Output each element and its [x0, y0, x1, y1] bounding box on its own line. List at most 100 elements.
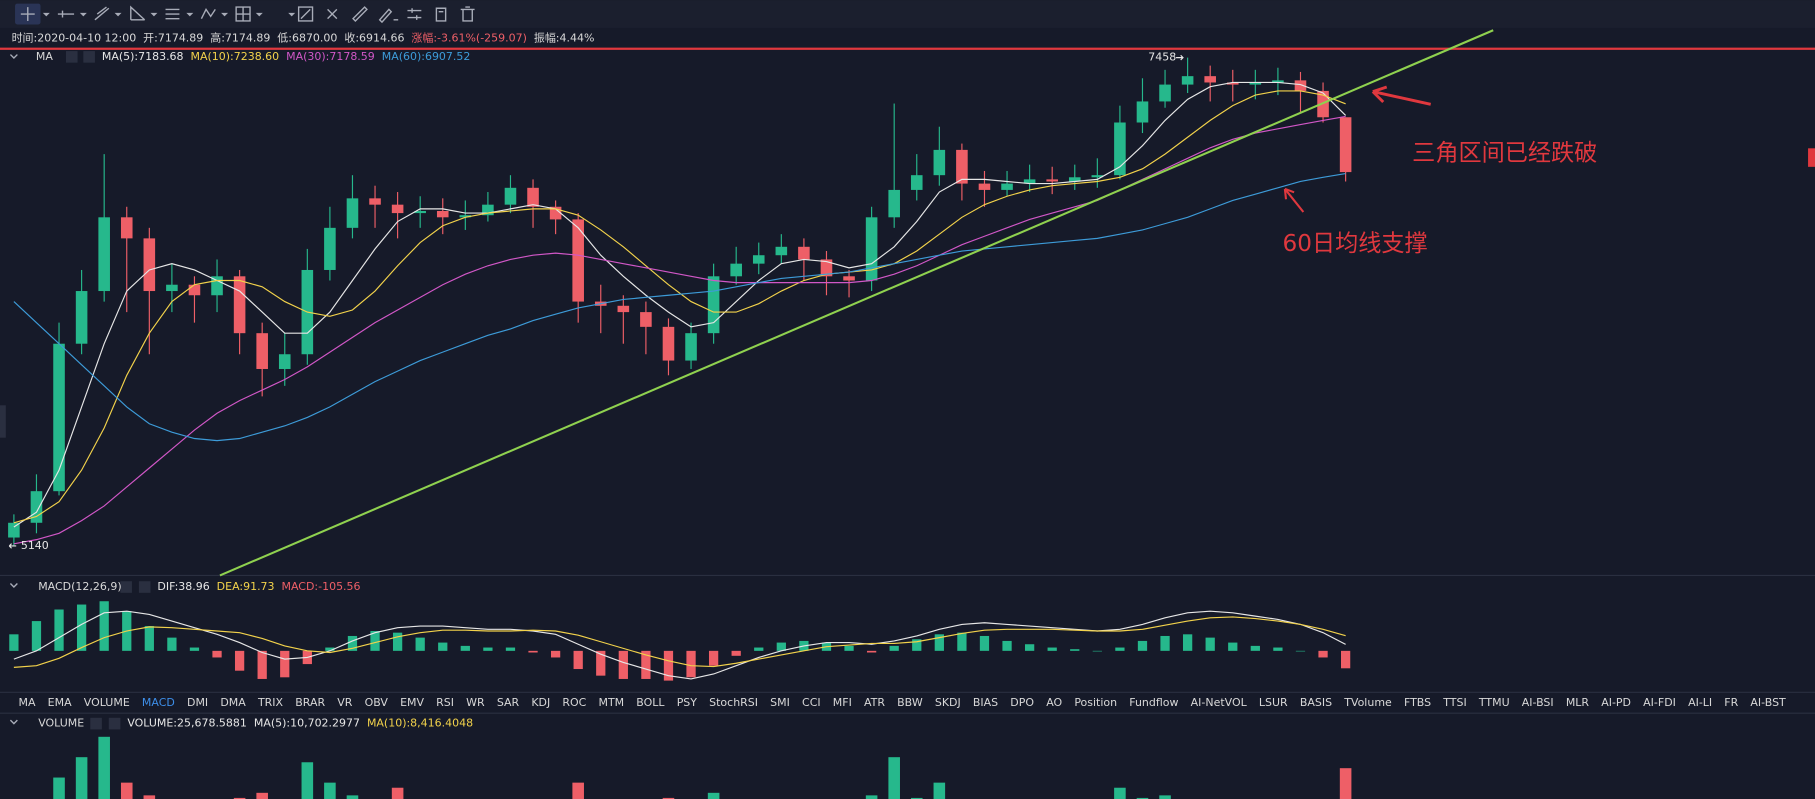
indicator-tab[interactable]: BRAR: [295, 696, 325, 709]
trend-tool-icon[interactable]: [94, 6, 110, 21]
grid-tool-icon[interactable]: [235, 6, 251, 22]
indicator-tab[interactable]: TVolume: [1343, 696, 1392, 709]
volume-bar: [391, 787, 404, 799]
measure-icon[interactable]: [297, 6, 314, 22]
indicator-tab[interactable]: AI-PD: [1601, 696, 1631, 709]
indicator-tab[interactable]: VOLUME: [84, 696, 130, 709]
macd-bar: [1160, 635, 1170, 651]
indicator-tab[interactable]: Fundflow: [1129, 696, 1178, 709]
panel-close[interactable]: [108, 717, 121, 730]
indicator-tab[interactable]: FR: [1724, 696, 1738, 709]
side-handle[interactable]: [0, 405, 6, 438]
indicator-tab[interactable]: Position: [1074, 696, 1117, 709]
indicator-tab[interactable]: MTM: [598, 696, 624, 709]
panel-title: MA: [36, 50, 53, 63]
indicator-tab[interactable]: TTSI: [1442, 696, 1466, 709]
macd-bar: [1318, 650, 1328, 658]
candle-body: [120, 217, 133, 239]
indicator-tab[interactable]: PSY: [677, 696, 698, 709]
volume-bar: [1114, 787, 1126, 799]
collapse-main[interactable]: [9, 54, 18, 60]
indicator-tab[interactable]: LSUR: [1259, 696, 1288, 709]
panel-settings[interactable]: [90, 717, 102, 730]
indicator-tab[interactable]: KDJ: [531, 696, 550, 709]
macd-bar: [505, 647, 516, 651]
info-item: 收:6914.66: [344, 30, 404, 44]
panel-settings[interactable]: [65, 51, 78, 63]
candle-body: [75, 291, 88, 344]
magnet-icon[interactable]: [327, 8, 338, 20]
line-tool-icon[interactable]: [57, 10, 75, 18]
lock-icon[interactable]: [435, 7, 447, 22]
legend-item: DEA:91.73: [217, 580, 275, 593]
ma-line: [13, 81, 1347, 528]
indicator-tab[interactable]: SMI: [770, 696, 790, 709]
indicator-tab[interactable]: AO: [1046, 696, 1062, 709]
legend-item: VOLUME:25,678.5881: [127, 717, 247, 730]
macd-bar: [979, 635, 990, 651]
indicator-tab[interactable]: EMA: [48, 696, 72, 709]
ma-line: [13, 90, 1346, 524]
indicator-tab[interactable]: AI-BSI: [1522, 696, 1554, 709]
indicator-tab[interactable]: BOLL: [636, 696, 665, 709]
legend-item: MA(5):7183.68: [102, 50, 184, 63]
panel-settings[interactable]: [120, 581, 132, 593]
indicator-tab[interactable]: WR: [466, 696, 485, 709]
indicator-tab[interactable]: MLR: [1566, 696, 1590, 709]
macd-bar: [167, 637, 177, 651]
angle-tool-icon[interactable]: [130, 5, 146, 21]
macd-bar: [776, 642, 786, 651]
macd-bar: [1092, 650, 1102, 652]
macd-bar: [708, 650, 719, 666]
collapse-volume[interactable]: [9, 719, 18, 725]
indicator-tab[interactable]: BBW: [897, 696, 923, 709]
annotation-arrow: [1283, 187, 1305, 213]
indicator-tab[interactable]: ATR: [864, 696, 885, 709]
indicator-tab[interactable]: SAR: [497, 696, 520, 709]
candle-body: [8, 522, 20, 538]
price-tag: [1808, 148, 1815, 167]
candle-body: [211, 276, 223, 296]
macd-bar: [257, 650, 267, 679]
indicator-tab[interactable]: FTBS: [1404, 696, 1431, 709]
indicator-tab[interactable]: DMA: [220, 696, 246, 709]
panel-close[interactable]: [138, 581, 151, 593]
candle-body: [414, 210, 426, 214]
indicator-tab[interactable]: MACD: [142, 696, 175, 709]
indicator-tab[interactable]: AI-BST: [1750, 696, 1786, 709]
volume-bar: [662, 797, 675, 799]
indicator-tab[interactable]: StochRSI: [709, 696, 758, 709]
wave-tool-icon[interactable]: [200, 8, 216, 19]
ruler-icon[interactable]: [352, 6, 368, 22]
indicator-tab[interactable]: BASIS: [1300, 696, 1332, 709]
indicator-tab[interactable]: TTMU: [1478, 696, 1510, 709]
candle-body: [527, 187, 539, 207]
indicator-tab[interactable]: AI-LI: [1688, 696, 1712, 709]
macd-bar: [31, 621, 42, 651]
indicator-tab[interactable]: AI-NetVOL: [1191, 696, 1248, 709]
pen-icon[interactable]: [378, 8, 399, 24]
indicator-tab[interactable]: BIAS: [973, 696, 998, 709]
indicator-tab[interactable]: TRIX: [257, 696, 284, 709]
indicator-tab[interactable]: SKDJ: [935, 696, 961, 709]
fib-tool-icon[interactable]: [165, 8, 180, 20]
indicator-tab[interactable]: CCI: [802, 696, 821, 709]
max-price-label: 7458: [1148, 51, 1176, 64]
indicator-tab[interactable]: AI-FDI: [1643, 696, 1676, 709]
collapse-macd[interactable]: [9, 583, 18, 589]
indicator-tab[interactable]: OBV: [365, 696, 389, 709]
panel-close[interactable]: [83, 51, 95, 63]
indicator-tab[interactable]: DPO: [1010, 696, 1034, 709]
candle-body: [1204, 76, 1216, 83]
indicator-tab[interactable]: VR: [337, 696, 353, 709]
indicator-tab[interactable]: MFI: [833, 696, 852, 709]
indicator-tab[interactable]: MA: [19, 696, 36, 709]
candle-body: [53, 343, 65, 492]
settings-icon[interactable]: [407, 8, 422, 20]
trash-icon[interactable]: [460, 6, 475, 22]
indicator-tab[interactable]: ROC: [562, 696, 586, 709]
indicator-tab[interactable]: DMI: [187, 696, 208, 709]
indicator-tab[interactable]: EMV: [400, 696, 424, 709]
indicator-tab[interactable]: RSI: [436, 696, 454, 709]
crosshair-icon[interactable]: [20, 7, 35, 21]
